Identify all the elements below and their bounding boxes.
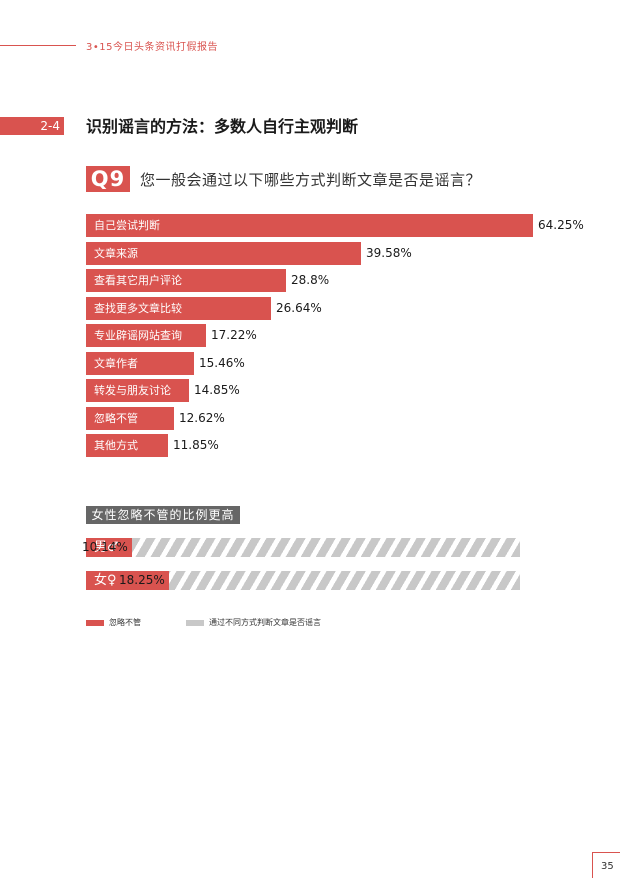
bar-value-label: 39.58% xyxy=(366,245,412,260)
bar xyxy=(86,434,168,457)
bar-row: 专业辟谣网站查询 17.22% xyxy=(86,324,606,352)
gender-label: 女♀ xyxy=(94,573,117,588)
bar-category-label: 查看其它用户评论 xyxy=(94,274,182,287)
bar-category-label: 专业辟谣网站查询 xyxy=(94,329,182,342)
method-bar-chart: 自己尝试判断 64.25% 文章来源 39.58% 查看其它用户评论 28.8% 查找更多文… xyxy=(86,214,606,462)
gender-chart-title: 女性忽略不管的比例更高 xyxy=(86,506,240,524)
bar-category-label: 转发与朋友讨论 xyxy=(94,384,171,397)
bar-value-label: 11.85% xyxy=(173,438,219,452)
bar-category-label: 其他方式 xyxy=(94,439,138,452)
bar-category-label: 自己尝试判断 xyxy=(94,219,160,232)
bar-row: 文章作者 15.46% xyxy=(86,351,606,380)
bar-value-label: 14.85% xyxy=(194,383,240,397)
question-number-badge: Q9 xyxy=(86,166,130,192)
bar xyxy=(86,351,194,375)
legend-item-other: 通过不同方式判断文章是否谣言 xyxy=(186,617,321,627)
legend-label-ignore: 忽略不管 xyxy=(109,618,141,627)
bar-row: 查看其它用户评论 28.8% xyxy=(86,269,606,297)
bar xyxy=(86,214,533,237)
bar xyxy=(86,379,189,402)
bar-row: 文章来源 39.58% xyxy=(86,241,606,270)
bar xyxy=(86,241,361,265)
gender-bar-row: 男♂ 10.14% xyxy=(82,538,520,557)
bar-value-label: 17.22% xyxy=(211,328,257,342)
bar-value-label: 26.64% xyxy=(276,300,322,315)
legend-swatch-other xyxy=(186,619,204,626)
gender-value-label: 18.25% xyxy=(119,573,165,587)
bar-value-label: 15.46% xyxy=(199,355,245,370)
bar-row: 查找更多文章比较 26.64% xyxy=(86,296,606,325)
gender-bar-row: 女♀ 18.25% xyxy=(86,571,520,590)
bar xyxy=(86,269,286,292)
section-title: 识别谣言的方法：多数人自行主观判断 xyxy=(86,117,359,136)
bar-category-label: 忽略不管 xyxy=(94,411,138,425)
bar-category-label: 文章来源 xyxy=(94,246,138,260)
report-title: 3•15今日头条资讯打假报告 xyxy=(86,42,218,53)
bar xyxy=(86,406,174,430)
header-rule xyxy=(0,45,76,46)
bar-category-label: 文章作者 xyxy=(94,356,138,370)
section-number: 2-4 xyxy=(0,117,64,135)
bar-row: 转发与朋友讨论 14.85% xyxy=(86,379,606,407)
legend-label-other: 通过不同方式判断文章是否谣言 xyxy=(209,618,321,627)
page-number: 35 xyxy=(601,861,614,872)
bar-value-label: 64.25% xyxy=(538,218,584,232)
gender-label: 男♂ xyxy=(94,540,119,555)
legend-swatch-ignore xyxy=(86,619,104,626)
page-number-frame xyxy=(592,852,620,878)
legend-item-ignore: 忽略不管 xyxy=(86,617,141,627)
bar-row: 其他方式 11.85% xyxy=(86,434,606,462)
bar xyxy=(86,296,271,320)
question-text: 您一般会通过以下哪些方式判断文章是否是谣言？ xyxy=(140,171,482,189)
gender-bar-fill xyxy=(86,571,169,590)
gender-value-label: 10.14% xyxy=(82,540,128,554)
bar-value-label: 28.8% xyxy=(291,273,330,287)
gender-bar-fill xyxy=(86,538,132,557)
bar-category-label: 查找更多文章比较 xyxy=(94,301,182,315)
bar-row: 自己尝试判断 64.25% xyxy=(86,214,606,242)
bar-row: 忽略不管 12.62% xyxy=(86,406,606,435)
bar-value-label: 12.62% xyxy=(179,410,225,425)
bar xyxy=(86,324,206,347)
